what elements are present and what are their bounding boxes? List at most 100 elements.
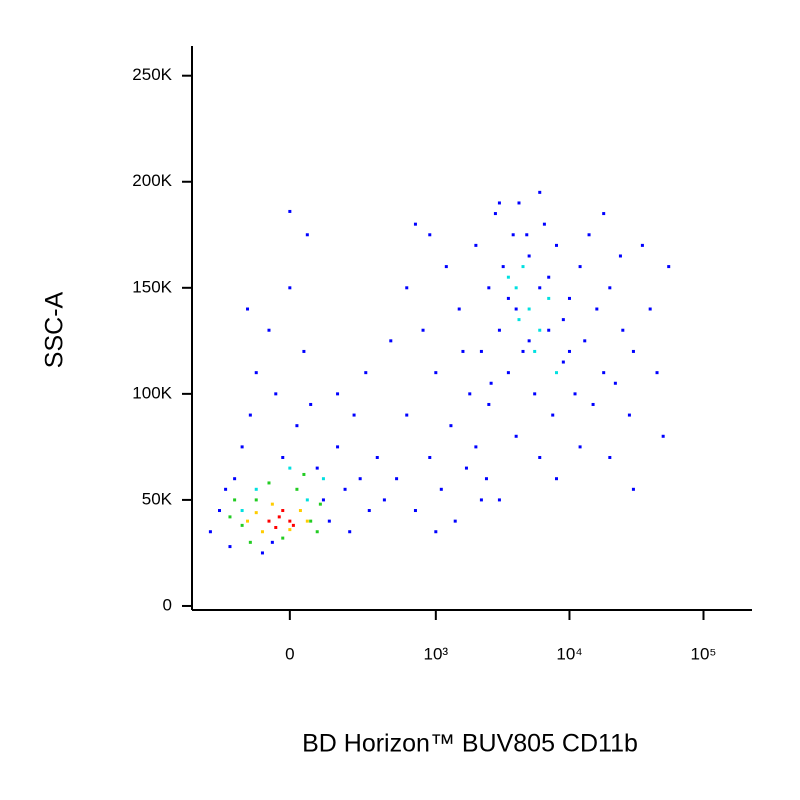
point — [621, 328, 625, 332]
x-tick-label: 10³ — [424, 644, 449, 663]
point — [233, 477, 237, 481]
point — [631, 349, 635, 353]
point — [248, 413, 252, 417]
point — [439, 487, 443, 491]
point — [487, 286, 491, 290]
point — [254, 487, 258, 491]
point — [315, 466, 319, 470]
point — [608, 455, 612, 459]
point — [561, 360, 565, 364]
point — [364, 371, 368, 375]
point — [428, 233, 432, 237]
point — [434, 371, 438, 375]
point — [367, 509, 371, 513]
point — [248, 540, 252, 544]
point — [640, 243, 644, 247]
point — [464, 466, 468, 470]
point — [527, 339, 531, 343]
point — [298, 509, 302, 513]
point — [254, 511, 258, 515]
point — [277, 515, 281, 519]
point — [444, 265, 448, 269]
point — [514, 434, 518, 438]
point — [288, 286, 292, 290]
point — [270, 540, 274, 544]
point — [602, 371, 606, 375]
point — [208, 530, 212, 534]
point — [479, 349, 483, 353]
point — [618, 254, 622, 258]
point — [413, 509, 417, 513]
point — [648, 307, 652, 311]
point — [627, 413, 631, 417]
point — [246, 519, 250, 523]
point — [551, 413, 555, 417]
x-tick-label: 10⁵ — [691, 644, 717, 663]
point — [246, 307, 250, 311]
point — [240, 445, 244, 449]
point — [327, 519, 331, 523]
point — [542, 222, 546, 226]
point — [497, 328, 501, 332]
point — [352, 413, 356, 417]
point — [506, 296, 510, 300]
point — [288, 519, 292, 523]
point — [318, 502, 322, 506]
point — [506, 371, 510, 375]
point — [358, 477, 362, 481]
point — [587, 233, 591, 237]
point — [389, 339, 393, 343]
point — [295, 487, 299, 491]
point — [343, 487, 347, 491]
point — [608, 286, 612, 290]
point — [497, 498, 501, 502]
point — [274, 525, 278, 529]
point — [291, 523, 295, 527]
point — [228, 545, 232, 549]
point — [631, 487, 635, 491]
point — [461, 349, 465, 353]
point — [382, 498, 386, 502]
point — [309, 402, 313, 406]
point — [240, 523, 244, 527]
point — [554, 477, 558, 481]
point — [267, 519, 271, 523]
point — [321, 498, 325, 502]
point — [517, 318, 521, 322]
point — [489, 381, 493, 385]
point — [554, 243, 558, 247]
point — [538, 190, 542, 194]
point — [547, 296, 551, 300]
point — [395, 477, 399, 481]
point — [434, 530, 438, 534]
point — [305, 498, 309, 502]
point — [514, 307, 518, 311]
point — [578, 265, 582, 269]
y-tick-label: 100K — [132, 383, 172, 402]
point — [228, 515, 232, 519]
point — [295, 424, 299, 428]
point — [254, 371, 258, 375]
point — [453, 519, 457, 523]
point — [527, 307, 531, 311]
point — [288, 528, 292, 532]
point — [405, 286, 409, 290]
point — [233, 498, 237, 502]
point — [309, 519, 313, 523]
point — [457, 307, 461, 311]
point — [521, 265, 525, 269]
y-tick-label: 0 — [163, 595, 172, 614]
point — [321, 477, 325, 481]
point — [561, 318, 565, 322]
point — [421, 328, 425, 332]
point — [267, 328, 271, 332]
point — [533, 349, 537, 353]
point — [554, 371, 558, 375]
point — [305, 233, 309, 237]
point — [583, 339, 587, 343]
point — [517, 201, 521, 205]
point — [260, 551, 264, 555]
point — [547, 328, 551, 332]
point — [479, 498, 483, 502]
